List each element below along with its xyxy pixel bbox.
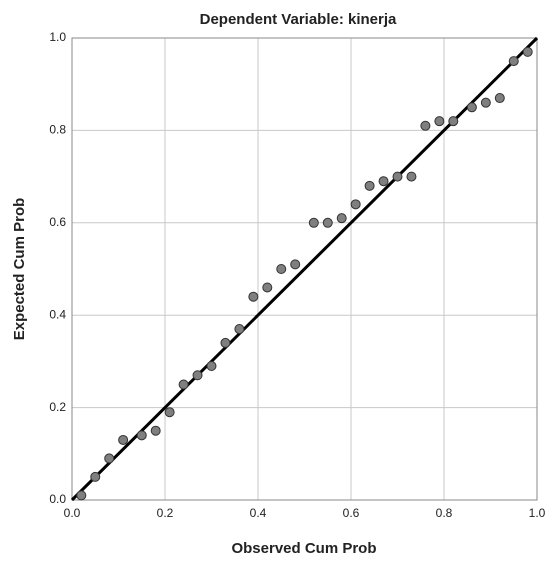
point: [136, 430, 147, 441]
y-tick-label: 0.8: [49, 123, 66, 137]
point: [350, 199, 361, 210]
point: [276, 264, 287, 274]
point: [104, 453, 115, 464]
point: [480, 97, 491, 108]
y-tick-label: 0.0: [49, 492, 66, 506]
point: [448, 116, 459, 127]
point: [206, 361, 217, 372]
point: [220, 337, 231, 348]
point: [76, 490, 87, 501]
point: [192, 370, 203, 381]
point: [150, 425, 161, 436]
point: [364, 180, 375, 191]
x-tick-label: 0.2: [157, 506, 174, 520]
point: [522, 46, 533, 57]
y-tick-label: 0.6: [49, 215, 66, 229]
y-tick-label: 1.0: [49, 30, 66, 44]
x-tick-label: 0.8: [436, 506, 453, 520]
point: [118, 434, 129, 445]
point: [466, 102, 477, 113]
point: [90, 471, 101, 482]
x-tick-label: 0.4: [250, 506, 267, 520]
point: [248, 291, 259, 302]
plot-frame: [71, 37, 538, 501]
point: [378, 176, 389, 187]
point: [164, 407, 175, 418]
point: [508, 56, 519, 67]
point: [322, 217, 333, 228]
point: [406, 171, 417, 182]
x-tick-label: 0.6: [343, 506, 360, 520]
point: [308, 217, 319, 228]
y-tick-label: 0.2: [49, 400, 66, 414]
point: [420, 120, 431, 131]
point: [178, 379, 189, 390]
point: [392, 171, 403, 182]
x-axis-label: Observed Cum Prob: [231, 540, 376, 557]
point: [336, 213, 347, 224]
chart-title: Dependent Variable: kinerja: [200, 11, 397, 28]
point: [434, 116, 445, 127]
y-tick-label: 0.4: [49, 307, 66, 321]
x-tick-label: 0.0: [64, 506, 81, 520]
point: [234, 324, 245, 335]
point: [494, 93, 505, 104]
point: [290, 259, 301, 270]
y-axis-label: Expected Cum Prob: [11, 198, 28, 341]
x-tick-label: 1.0: [529, 506, 546, 520]
reference-line: [70, 36, 539, 502]
point: [262, 282, 273, 293]
